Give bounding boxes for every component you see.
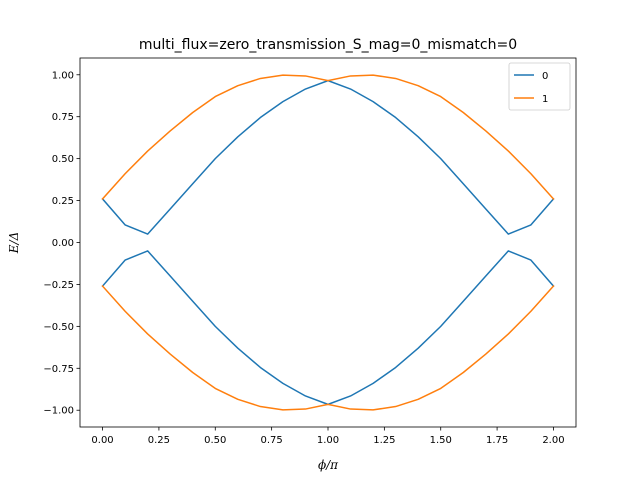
y-axis-label: E/Δ [7,232,21,254]
y-tick-label: −0.50 [43,322,74,333]
x-tick-label: 0.25 [148,435,170,446]
y-tick-label: −1.00 [43,406,74,417]
x-tick-label: 0.00 [91,435,113,446]
x-axis-label: ϕ/π [318,458,339,472]
legend-label-0: 0 [542,71,548,82]
y-tick-label: 0.50 [52,154,74,165]
legend-box [508,62,571,111]
x-tick-label: 2.00 [542,435,564,446]
chart-title: multi_flux=zero_transmission_S_mag=0_mis… [139,37,517,53]
y-tick-label: 0.25 [52,196,74,207]
x-tick-label: 0.50 [204,435,226,446]
y-tick-label: −0.25 [43,280,74,291]
series-1-branch-1 [101,285,555,411]
legend: 0 1 [508,62,571,111]
series-layer [101,74,555,411]
y-tick-label: 0.00 [52,238,74,249]
x-tick-label: 1.75 [486,435,508,446]
legend-label-1: 1 [542,94,548,105]
series-1-branch-0 [101,74,555,200]
x-tick-label: 1.50 [430,435,452,446]
y-tick-label: 1.00 [52,70,74,81]
y-tick-label: −0.75 [43,364,74,375]
x-tick-label: 1.00 [317,435,339,446]
x-tick-label: 0.75 [261,435,283,446]
ticks-layer: 0.00 0.25 0.50 0.75 1.00 1.25 1.50 1.75 2.00 −1.0… [43,70,564,446]
x-tick-label: 1.25 [373,435,395,446]
y-tick-label: 0.75 [52,112,74,123]
